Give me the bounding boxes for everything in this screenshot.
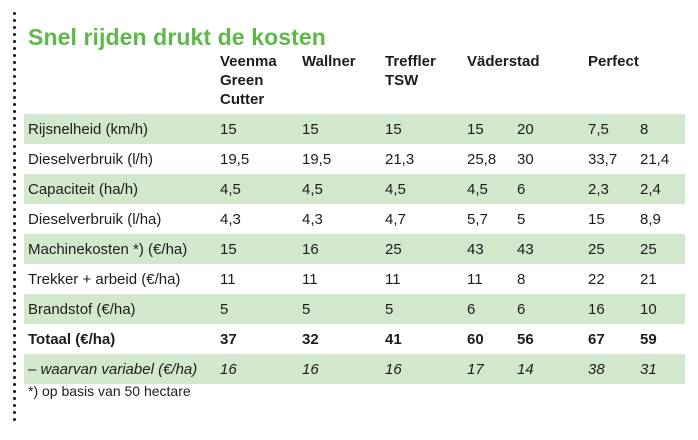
- cell-value: 25: [385, 234, 467, 264]
- row-label: Totaal (€/ha): [28, 330, 116, 348]
- cell-value: 41: [385, 330, 402, 348]
- cell-value: 6: [517, 294, 588, 324]
- row-label: Dieselverbruik (l/ha): [28, 210, 162, 228]
- cell-value: 14: [517, 354, 588, 384]
- cell-value: 4,5: [220, 174, 302, 204]
- cell-value: 5: [385, 294, 467, 324]
- row-label: Rijsnelheid (km/h): [24, 114, 220, 144]
- row-label: Capaciteit (ha/h): [24, 174, 220, 204]
- cell-value: 32: [302, 330, 319, 348]
- column-header-veenma-green-cutter: Veenma Green Cutter: [220, 53, 277, 108]
- cell-value: 15: [220, 114, 302, 144]
- cell-value: 2,3: [588, 174, 640, 204]
- cell-value: 10: [640, 294, 685, 324]
- cell-value: 7,5: [588, 114, 640, 144]
- table-row: Brandstof (€/ha) 5 5 5 6 6 16 10: [24, 294, 685, 324]
- cell-value: 15: [385, 114, 467, 144]
- cell-value: 5: [302, 294, 385, 324]
- cell-value: 5: [517, 210, 526, 228]
- cell-value: 11: [220, 270, 236, 288]
- cell-value: 6: [517, 174, 588, 204]
- cell-value: 16: [385, 354, 467, 384]
- cell-value: 15: [302, 114, 385, 144]
- cell-value: 4,3: [220, 210, 241, 228]
- column-header-treffler-tsw: Treffler TSW: [385, 53, 436, 89]
- cell-value: 31: [640, 354, 685, 384]
- table-row: Capaciteit (ha/h) 4,5 4,5 4,5 4,5 6 2,3 …: [24, 174, 685, 204]
- cell-value: 30: [517, 150, 534, 168]
- cell-value: 11: [302, 270, 318, 288]
- cell-value: 16: [588, 294, 640, 324]
- cell-value: 2,4: [640, 174, 685, 204]
- cell-value: 37: [220, 330, 237, 348]
- cell-value: 20: [517, 114, 588, 144]
- cell-value: 59: [640, 330, 657, 348]
- table-row-variable: – waarvan variabel (€/ha) 16 16 16 17 14…: [24, 354, 685, 384]
- cell-value: 25,8: [467, 150, 497, 168]
- column-header-vaderstad: Väderstad: [467, 53, 540, 70]
- cell-value: 21,3: [385, 150, 415, 168]
- cell-value: 16: [302, 234, 385, 264]
- cell-value: 4,7: [385, 210, 406, 228]
- cell-value: 17: [467, 354, 517, 384]
- row-label: – waarvan variabel (€/ha): [24, 354, 220, 384]
- cell-value: 4,3: [302, 210, 323, 228]
- cell-value: 4,5: [467, 174, 517, 204]
- cell-value: 15: [467, 114, 517, 144]
- table-row: Dieselverbruik (l/ha) 4,3 4,3 4,7 5,7 5 …: [24, 204, 685, 234]
- cell-value: 8,9: [640, 210, 661, 228]
- row-label: Dieselverbruik (l/h): [28, 150, 154, 168]
- table-row-total: Totaal (€/ha) 37 32 41 60 56 67 59: [24, 324, 685, 354]
- cell-value: 67: [588, 330, 605, 348]
- cell-value: 5,7: [467, 210, 488, 228]
- cost-comparison-table: Rijsnelheid (km/h) 15 15 15 15 20 7,5 8 …: [24, 114, 685, 384]
- cell-value: 38: [588, 354, 640, 384]
- cell-value: 33,7: [588, 150, 618, 168]
- cell-value: 5: [220, 294, 302, 324]
- cell-value: 43: [517, 234, 588, 264]
- table-row: Machinekosten *) (€/ha) 15 16 25 43 43 2…: [24, 234, 685, 264]
- column-header-wallner: Wallner: [302, 53, 356, 70]
- cell-value: 21: [640, 270, 657, 288]
- cell-value: 6: [467, 294, 517, 324]
- table-row: Trekker + arbeid (€/ha) 11 11 11 11 8 22…: [24, 264, 685, 294]
- row-label: Machinekosten *) (€/ha): [24, 234, 220, 264]
- footnote: *) op basis van 50 hectare: [28, 383, 191, 399]
- cell-value: 19,5: [220, 150, 250, 168]
- cell-value: 25: [588, 234, 640, 264]
- cell-value: 19,5: [302, 150, 332, 168]
- cell-value: 21,4: [640, 150, 670, 168]
- cell-value: 15: [588, 210, 605, 228]
- cell-value: 8: [640, 114, 685, 144]
- cell-value: 25: [640, 234, 685, 264]
- cell-value: 4,5: [302, 174, 385, 204]
- column-header-perfect: Perfect: [588, 53, 639, 70]
- cell-value: 43: [467, 234, 517, 264]
- row-label: Brandstof (€/ha): [24, 294, 220, 324]
- cell-value: 11: [385, 270, 401, 288]
- cell-value: 8: [517, 270, 526, 288]
- table-row: Dieselverbruik (l/h) 19,5 19,5 21,3 25,8…: [24, 144, 685, 174]
- cell-value: 22: [588, 270, 605, 288]
- cell-value: 56: [517, 330, 534, 348]
- cell-value: 60: [467, 330, 484, 348]
- cell-value: 15: [220, 234, 302, 264]
- table-title: Snel rijden drukt de kosten: [28, 24, 326, 50]
- row-label: Trekker + arbeid (€/ha): [28, 270, 181, 288]
- dotted-rule: [12, 10, 17, 422]
- cell-value: 16: [220, 354, 302, 384]
- cell-value: 16: [302, 354, 385, 384]
- cell-value: 4,5: [385, 174, 467, 204]
- table-row: Rijsnelheid (km/h) 15 15 15 15 20 7,5 8: [24, 114, 685, 144]
- cell-value: 11: [467, 270, 483, 288]
